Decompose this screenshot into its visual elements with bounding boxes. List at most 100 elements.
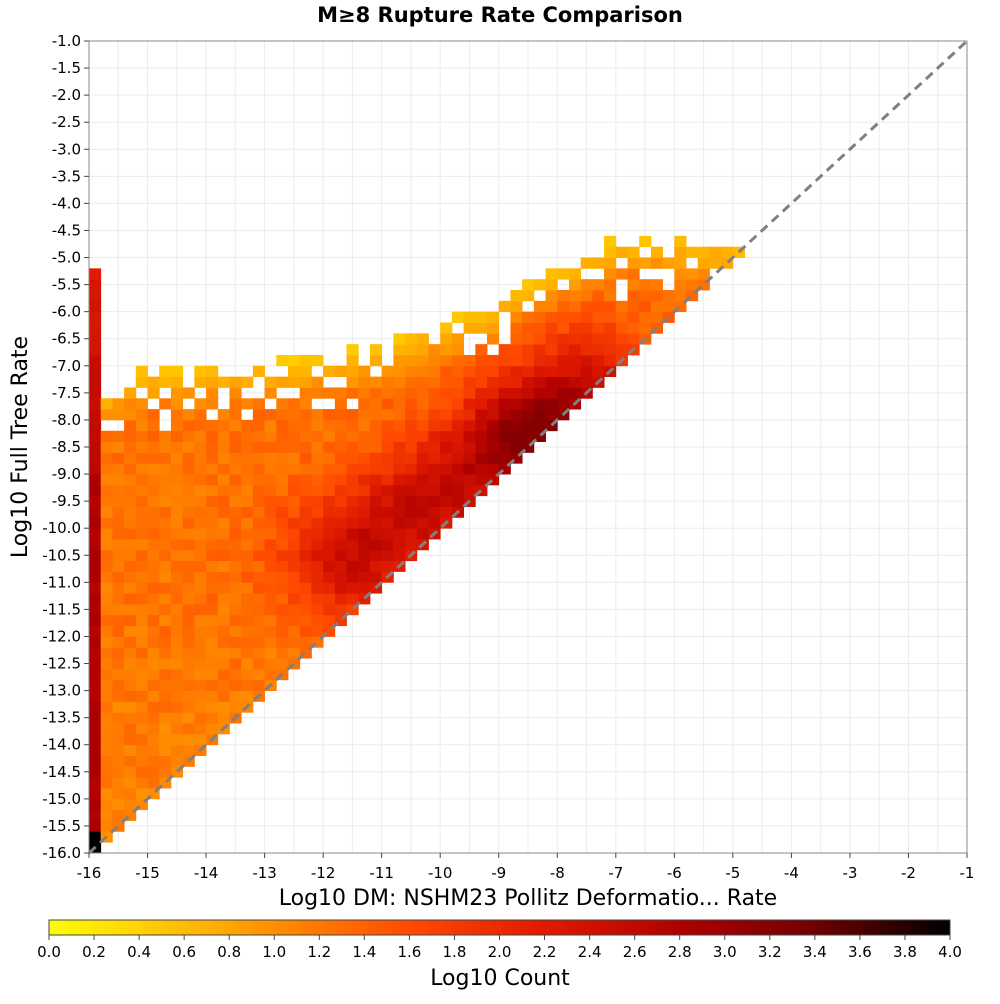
heatmap-cell: [381, 549, 394, 562]
heatmap-cell: [264, 409, 277, 421]
heatmap-cell: [428, 409, 441, 421]
heatmap-cell: [229, 614, 242, 627]
heatmap-cell: [369, 517, 383, 529]
heatmap-cell: [217, 441, 230, 453]
heatmap-cell: [182, 636, 195, 648]
heatmap-cell: [206, 398, 219, 410]
heatmap-cell: [147, 517, 160, 529]
heatmap-cell: [124, 614, 137, 627]
heatmap-cell: [100, 495, 113, 507]
heatmap-cell: [135, 777, 148, 789]
heatmap-cell: [194, 474, 207, 486]
heatmap-cell: [124, 668, 137, 681]
heatmap-cell: [299, 409, 312, 421]
y-tick-label: -12.0: [42, 627, 81, 645]
heatmap-cell: [147, 419, 160, 432]
colorbar-tick-label: 0.6: [172, 943, 196, 961]
heatmap-cell: [545, 344, 558, 356]
heatmap-cell: [89, 614, 102, 627]
heatmap-cell: [428, 495, 441, 507]
heatmap-cell: [487, 441, 500, 453]
heatmap-cell: [311, 430, 324, 442]
heatmap-cell: [334, 603, 347, 616]
heatmap-cell: [124, 398, 137, 410]
y-tick-label: -1.5: [52, 59, 81, 77]
heatmap-cell: [533, 376, 546, 388]
heatmap-cell: [334, 409, 347, 421]
heatmap-cell: [498, 441, 511, 453]
heatmap-cell: [416, 398, 429, 410]
heatmap-cell: [124, 733, 137, 746]
y-tick-label: -5.5: [52, 276, 81, 294]
heatmap-cell: [252, 625, 265, 637]
heatmap-cell: [604, 290, 617, 302]
heatmap-cell: [194, 365, 207, 378]
heatmap-cell: [89, 311, 102, 323]
heatmap-cell: [369, 398, 383, 410]
heatmap-cell: [194, 603, 207, 616]
heatmap-cell: [334, 419, 347, 432]
x-axis-ticks: -16 -15 -14 -13 -12 -11 -10 -9 -8 -7 -6 -5 -4 -3 -2 -1: [77, 853, 974, 882]
y-tick-label: -7.5: [52, 384, 81, 402]
heatmap-cell: [194, 376, 207, 388]
heatmap-cell: [299, 463, 312, 475]
heatmap-cell: [100, 398, 113, 410]
heatmap-cell: [393, 409, 406, 421]
heatmap-cell: [170, 452, 184, 464]
heatmap-cell: [358, 560, 371, 572]
heatmap-cell: [416, 354, 429, 367]
y-tick-label: -14.0: [42, 736, 81, 754]
heatmap-cell: [89, 809, 102, 821]
heatmap-cell: [147, 679, 160, 691]
heatmap-cell: [89, 300, 102, 313]
heatmap-cell: [241, 528, 254, 540]
heatmap-cell: [194, 712, 207, 724]
heatmap-cell: [264, 484, 277, 497]
heatmap-cell: [112, 712, 125, 724]
heatmap-cell: [217, 549, 230, 562]
heatmap-cell: [89, 733, 102, 746]
heatmap-cell: [299, 528, 312, 540]
heatmap-cell: [545, 398, 558, 410]
heatmap-cell: [686, 268, 699, 280]
heatmap-cell: [89, 766, 102, 778]
heatmap-cell: [241, 452, 254, 464]
heatmap-cell: [100, 647, 113, 659]
heatmap-cell: [615, 344, 628, 356]
heatmap-cell: [89, 668, 102, 681]
heatmap-cell: [381, 495, 394, 507]
heatmap-cell: [252, 441, 265, 453]
heatmap-cell: [405, 333, 418, 345]
heatmap-cell: [217, 614, 230, 627]
heatmap-cell: [346, 344, 359, 356]
heatmap-cell: [358, 463, 371, 475]
heatmap-cell: [159, 701, 172, 713]
heatmap-cell: [288, 582, 301, 594]
y-tick-label: -9.5: [52, 492, 81, 510]
heatmap-cell: [135, 798, 148, 811]
heatmap-cell: [217, 625, 230, 637]
heatmap-cell: [463, 463, 476, 475]
heatmap-cell: [159, 560, 172, 572]
x-tick-label: -12: [311, 864, 336, 882]
heatmap-cell: [252, 647, 265, 659]
colorbar-tick-label: 1.6: [397, 943, 421, 961]
heatmap-cell: [299, 441, 312, 453]
heatmap-cell: [229, 603, 242, 616]
heatmap-cell: [124, 528, 137, 540]
heatmap-cell: [510, 354, 523, 367]
heatmap-cell: [182, 474, 195, 486]
heatmap-cell: [346, 365, 359, 378]
heatmap-cell: [206, 495, 219, 507]
heatmap-cell: [393, 430, 406, 442]
heatmap-cell: [100, 636, 113, 648]
heatmap-cell: [206, 376, 219, 388]
heatmap-cell: [241, 419, 254, 432]
heatmap-cell: [604, 300, 617, 313]
heatmap-cell: [416, 517, 429, 529]
heatmap-cell: [346, 495, 359, 507]
heatmap-cell: [194, 452, 207, 464]
heatmap-cell: [662, 311, 675, 323]
heatmap-cell: [264, 495, 277, 507]
heatmap-cell: [323, 484, 336, 497]
